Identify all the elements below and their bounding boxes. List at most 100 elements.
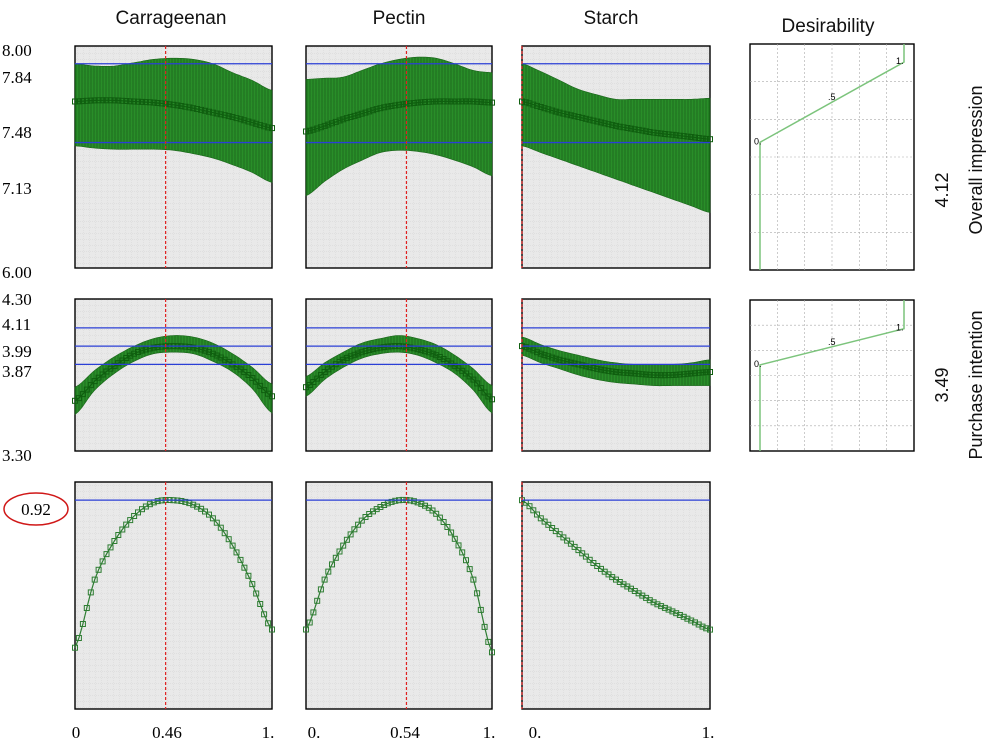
- desirability-tick-label: 1.: [896, 56, 904, 66]
- predicted-point: [624, 125, 631, 131]
- predicted-point: [552, 355, 559, 362]
- predicted-point: [325, 121, 332, 128]
- predicted-point: [150, 344, 157, 351]
- predicted-point: [355, 521, 362, 528]
- predicted-point: [639, 371, 646, 378]
- predicted-point: [351, 526, 358, 533]
- predicted-point: [549, 525, 556, 531]
- x-tick-label: 1.: [262, 723, 275, 742]
- predicted-point: [79, 391, 86, 398]
- predicted-point: [418, 500, 425, 507]
- predicted-point: [310, 379, 317, 385]
- predicted-point: [95, 97, 102, 104]
- predicted-point: [631, 126, 638, 133]
- predicted-point: [257, 122, 264, 129]
- predicted-point: [317, 586, 324, 593]
- highlight-label: 0.92: [21, 500, 51, 519]
- purchase-intention-value: 3.49: [932, 367, 952, 402]
- panel-carrageenan-2: [72, 481, 275, 710]
- predicted-point: [233, 549, 240, 556]
- panel-pectin-2: [303, 481, 495, 710]
- predicted-point: [336, 548, 343, 555]
- predicted-point: [310, 126, 317, 133]
- predicted-point: [635, 126, 642, 133]
- x-tick-label: 0.46: [152, 723, 182, 742]
- predicted-point: [351, 112, 358, 119]
- predicted-point: [186, 344, 193, 350]
- desirability-panels: 0. .5 1. 0. .5 1.: [749, 43, 915, 452]
- predicted-point: [355, 350, 362, 357]
- highlight-ellipse: [3, 492, 69, 526]
- predicted-point: [549, 107, 556, 114]
- factor-title-starch: Starch: [584, 8, 639, 29]
- predicted-point: [261, 611, 268, 618]
- predicted-point: [676, 612, 683, 618]
- predicted-point: [545, 353, 552, 360]
- predicted-point: [699, 135, 706, 142]
- predicted-point: [582, 115, 589, 122]
- predicted-point: [384, 103, 391, 110]
- panel-carrageenan-0: [72, 45, 275, 269]
- predicted-point: [146, 99, 153, 106]
- predicted-point: [579, 114, 586, 121]
- predicted-point: [665, 131, 672, 138]
- predicted-point: [182, 103, 189, 110]
- predicted-point: [433, 510, 440, 517]
- predicted-point: [245, 572, 252, 579]
- panel-starch-1: [519, 298, 713, 452]
- predicted-point: [534, 511, 540, 518]
- predicted-point: [695, 135, 702, 141]
- predicted-point: [72, 98, 78, 105]
- predicted-point: [699, 623, 706, 630]
- factor-title-pectin: Pectin: [373, 8, 426, 29]
- predicted-point: [202, 107, 208, 114]
- predicted-point: [477, 385, 484, 391]
- predicted-point: [661, 372, 668, 379]
- predicted-point: [620, 124, 627, 131]
- predicted-point: [616, 369, 623, 376]
- predicted-point: [601, 367, 608, 374]
- predicted-point: [616, 123, 623, 130]
- predicted-point: [72, 644, 78, 651]
- predicted-point: [661, 604, 668, 611]
- predicted-point: [142, 346, 149, 353]
- predicted-point: [209, 515, 216, 522]
- predicted-point: [131, 98, 138, 105]
- predicted-point: [560, 357, 567, 364]
- predicted-point: [481, 99, 488, 106]
- x-tick-label: 0.: [308, 723, 321, 742]
- panel-frame: [74, 481, 273, 710]
- panel-starch-0: [519, 45, 713, 269]
- x-tick-label: 0.: [529, 723, 542, 742]
- predicted-point: [347, 353, 354, 360]
- predicted-point: [190, 344, 197, 351]
- predicted-point: [377, 105, 384, 112]
- predicted-point: [343, 115, 350, 122]
- predicted-point: [590, 365, 597, 372]
- predicted-point: [560, 110, 567, 117]
- predicted-point: [688, 134, 695, 140]
- predicted-point: [613, 122, 619, 129]
- predicted-point: [269, 393, 275, 400]
- predicted-point: [470, 376, 477, 383]
- predicted-point: [336, 117, 343, 124]
- predicted-point: [87, 97, 94, 104]
- predicted-point: [107, 97, 114, 104]
- predicted-point: [436, 98, 443, 105]
- predicted-point: [269, 626, 275, 633]
- desirability-tick-label: .5: [828, 92, 836, 102]
- predicted-point: [253, 120, 260, 127]
- predicted-point: [474, 590, 481, 597]
- predicted-point: [265, 620, 272, 627]
- predicted-point: [407, 100, 414, 107]
- predicted-point: [213, 110, 220, 117]
- predicted-point: [79, 621, 86, 627]
- predicted-point: [601, 120, 608, 127]
- predicted-point: [91, 378, 98, 385]
- predicted-point: [306, 619, 313, 626]
- predicted-point: [448, 529, 455, 536]
- predicted-point: [115, 532, 122, 538]
- y-tick-label: 7.48: [2, 123, 32, 142]
- predicted-point: [650, 129, 657, 136]
- predicted-point: [303, 626, 309, 633]
